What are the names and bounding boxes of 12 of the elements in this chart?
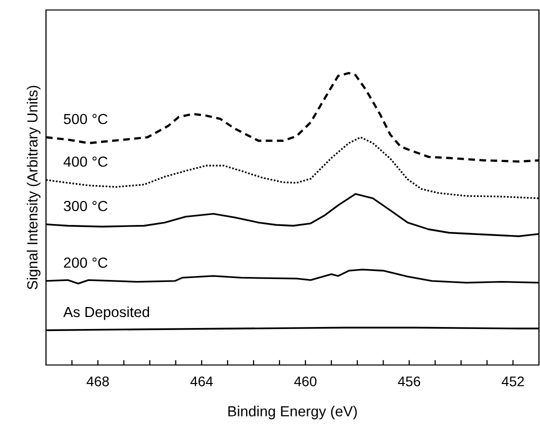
series-label: 300 °C bbox=[64, 200, 108, 212]
x-tick-label: 464 bbox=[190, 376, 213, 386]
x-tick-label: 456 bbox=[398, 376, 420, 386]
x-axis-title: Binding Energy (eV) bbox=[228, 406, 357, 420]
series-label: 400 °C bbox=[64, 156, 108, 167]
y-axis-title: Signal Intensity (Arbitrary Units) bbox=[26, 86, 40, 290]
series-label: As Deposited bbox=[63, 306, 150, 320]
x-tick-label: 460 bbox=[294, 376, 316, 386]
series-label: 200 °C bbox=[64, 257, 108, 268]
series-label: 500 °C bbox=[64, 114, 108, 124]
x-tick-label: 468 bbox=[86, 376, 109, 386]
x-tick-label: 452 bbox=[502, 376, 524, 386]
